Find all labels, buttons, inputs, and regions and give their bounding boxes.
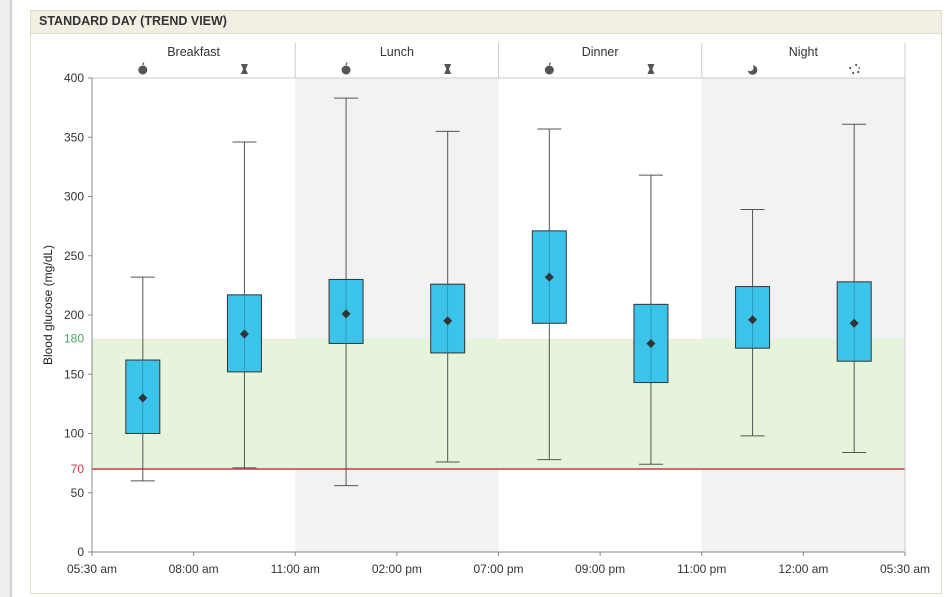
box-plot-4 — [430, 130, 466, 463]
apple-body — [341, 65, 351, 75]
y-tick-label: 200 — [64, 308, 84, 322]
y-tick-label: 50 — [71, 486, 85, 500]
panel-header: STANDARD DAY (TREND VIEW) — [31, 11, 941, 34]
box-mean-marker — [646, 338, 656, 348]
apple-stem — [142, 62, 145, 66]
box-plot-2 — [226, 141, 262, 469]
x-tick-label: 11:00 am — [271, 562, 320, 576]
apple-icon — [341, 62, 351, 75]
sparkle-dot — [849, 66, 852, 70]
y-tick-label: 0 — [77, 545, 84, 559]
box-plot-8 — [836, 123, 872, 453]
x-tick-label: 07:00 pm — [473, 562, 523, 576]
y-tick-label: 150 — [64, 367, 84, 381]
target-high-label: 180 — [64, 332, 84, 346]
box-mean-marker — [849, 318, 859, 328]
apple-core-shape — [444, 64, 452, 74]
moon-icon — [746, 64, 758, 75]
sparkle-dot — [855, 63, 858, 67]
period-shade-lunch — [295, 78, 499, 552]
x-tick-label: 11:00 pm — [677, 562, 726, 576]
box-plot-5 — [531, 128, 567, 461]
box-plot-3 — [328, 97, 364, 487]
target-low-label: 70 — [71, 462, 85, 476]
box-mean-marker — [138, 393, 148, 403]
apple-icon — [138, 62, 148, 75]
x-tick-label: 05:30 am — [67, 562, 117, 576]
box-plot-7 — [735, 209, 771, 437]
sparkle-dot — [858, 67, 861, 69]
moon-cutout — [746, 64, 754, 72]
apple-core-shape — [647, 64, 655, 74]
left-scroll-rail — [0, 0, 12, 597]
apple-core-shape — [240, 64, 248, 74]
apple-body — [544, 65, 554, 75]
sparkle-dot — [852, 71, 855, 75]
x-tick-label: 09:00 pm — [575, 562, 625, 576]
box-mean-marker — [341, 309, 351, 319]
period-label-dinner: Dinner — [582, 45, 619, 59]
box-mean-marker — [443, 316, 453, 326]
sparkle-dot — [857, 70, 860, 74]
y-tick-label: 100 — [64, 427, 84, 441]
x-tick-label: 02:00 pm — [372, 562, 422, 576]
y-tick-label: 350 — [64, 130, 84, 144]
target-range-band — [92, 338, 905, 470]
y-tick-label: 400 — [64, 71, 84, 85]
apple-stem — [548, 62, 551, 66]
apple-icon — [544, 62, 554, 75]
period-label-lunch: Lunch — [380, 45, 414, 59]
x-tick-label: 05:30 am — [880, 562, 930, 576]
period-label-night: Night — [789, 45, 819, 59]
panel-title: STANDARD DAY (TREND VIEW) — [39, 14, 227, 28]
apple-body — [138, 65, 148, 75]
box-mean-marker — [748, 315, 758, 325]
box-mean-marker — [544, 272, 554, 282]
y-tick-label: 300 — [64, 190, 84, 204]
y-tick-label: 250 — [64, 249, 84, 263]
x-tick-label: 12:00 am — [778, 562, 828, 576]
box-plot-1 — [125, 276, 161, 482]
box-mean-marker — [239, 329, 249, 339]
period-shade-night — [701, 78, 905, 552]
box-plot-6 — [633, 174, 669, 465]
apple-core-icon — [240, 64, 248, 74]
apple-stem — [345, 62, 348, 66]
period-label-breakfast: Breakfast — [167, 45, 220, 59]
apple-core-icon — [444, 64, 452, 74]
apple-core-icon — [647, 64, 655, 74]
y-axis-title: Blood glucose (mg/dL) — [41, 245, 55, 365]
sparkle-icon — [849, 63, 861, 75]
x-tick-label: 08:00 am — [169, 562, 219, 576]
